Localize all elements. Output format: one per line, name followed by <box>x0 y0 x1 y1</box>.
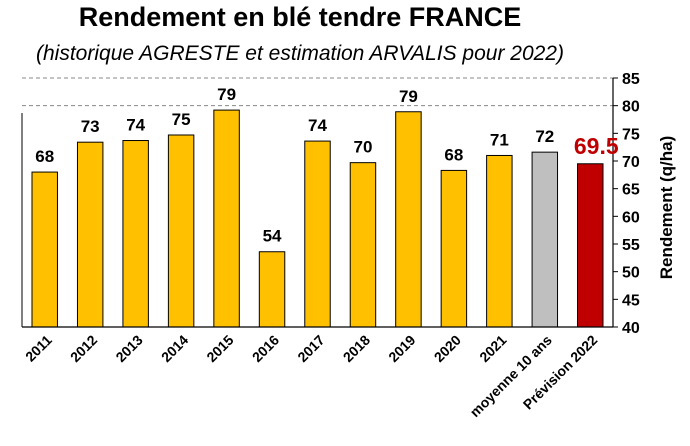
category-label-2020: 2020 <box>431 332 464 365</box>
data-label-2015: 79 <box>217 85 236 104</box>
category-label-2019: 2019 <box>385 332 418 365</box>
y-tick-label-80: 80 <box>622 99 640 116</box>
data-label-Prévision 2022: 69.5 <box>574 133 619 159</box>
bar-2020 <box>440 169 468 328</box>
category-label-2015: 2015 <box>203 332 236 365</box>
y-tick-label-45: 45 <box>622 292 640 309</box>
bar-2017 <box>304 140 331 328</box>
y-axis-title: Rendement (q/ha) <box>657 136 676 280</box>
data-label-2012: 73 <box>81 117 100 136</box>
bar-2011 <box>31 171 58 328</box>
bar-2018 <box>349 162 377 328</box>
category-label-2012: 2012 <box>67 332 100 365</box>
category-label-2021: 2021 <box>476 332 509 365</box>
y-tick-label-65: 65 <box>622 182 640 199</box>
data-label-2018: 70 <box>354 138 373 157</box>
category-label-2017: 2017 <box>294 332 327 365</box>
axes <box>21 77 618 328</box>
category-label-moyenne 10 ans: moyenne 10 ans <box>467 332 555 420</box>
y-tick-label-85: 85 <box>622 71 640 88</box>
category-label-2011: 2011 <box>22 332 55 365</box>
y-tick-label-70: 70 <box>622 154 640 171</box>
chart-title: Rendement en blé tendre FRANCE <box>78 2 522 32</box>
data-label-moyenne 10 ans: 72 <box>535 127 554 146</box>
data-label-2017: 74 <box>308 116 327 135</box>
data-labels: 68 73 74 75 79 54 74 70 79 68 71 72 69.5 <box>35 85 619 246</box>
data-label-2011: 68 <box>35 147 54 166</box>
bar-2012 <box>76 141 104 328</box>
y-tick-label-75: 75 <box>622 126 640 143</box>
y-tick-label-40: 40 <box>622 320 640 337</box>
bars <box>31 109 604 328</box>
category-label-2016: 2016 <box>249 332 282 365</box>
category-labels: 2011 2012 2013 2014 2015 2016 2017 2018 2019 2020… <box>22 332 600 420</box>
y-tick-labels: 40 45 50 55 60 65 70 75 80 85 <box>622 71 640 337</box>
data-label-2019: 79 <box>399 87 418 106</box>
category-label-2014: 2014 <box>158 332 191 365</box>
bar-2013 <box>122 140 149 328</box>
bar-2019 <box>395 111 422 328</box>
data-label-2014: 75 <box>172 110 191 129</box>
category-label-2018: 2018 <box>340 332 373 365</box>
bar-2016 <box>258 251 286 328</box>
bar-Prévision 2022 <box>577 163 604 328</box>
y-tick-label-60: 60 <box>622 209 640 226</box>
data-label-2021: 71 <box>490 130 509 149</box>
y-tick-label-50: 50 <box>622 265 640 282</box>
bar-2014 <box>167 134 195 328</box>
y-tick-label-55: 55 <box>622 237 640 254</box>
chart-subtitle: (historique AGRESTE et estimation ARVALI… <box>36 42 564 65</box>
data-label-2016: 54 <box>263 227 282 246</box>
gridlines <box>22 77 613 107</box>
bar-2015 <box>213 109 240 328</box>
data-label-2020: 68 <box>444 145 463 164</box>
data-label-2013: 74 <box>126 116 145 135</box>
category-label-2013: 2013 <box>112 332 145 365</box>
bar-moyenne 10 ans <box>531 151 559 328</box>
bar-2021 <box>486 154 513 328</box>
